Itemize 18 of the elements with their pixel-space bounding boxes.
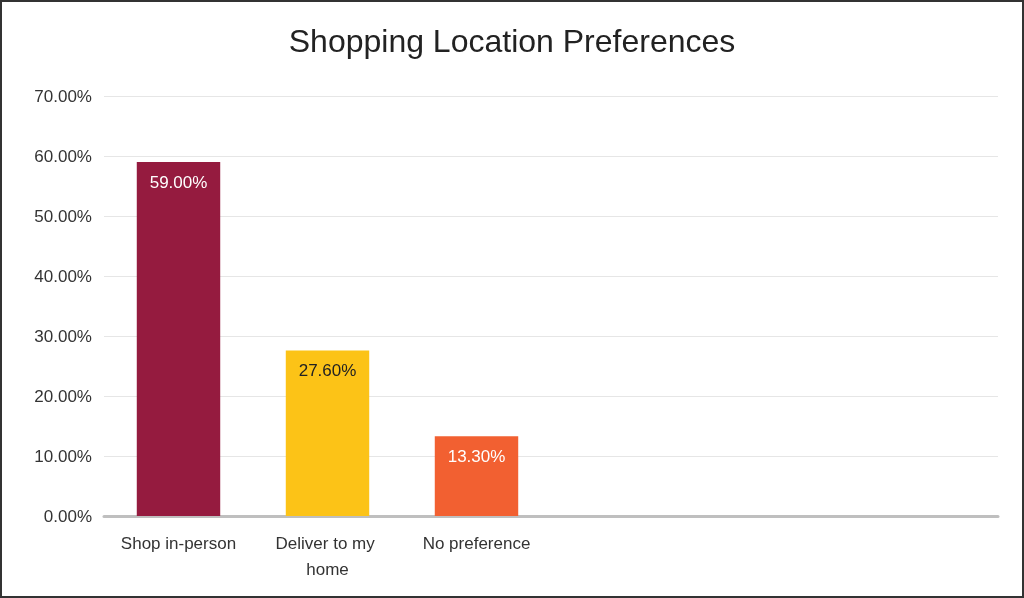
y-tick-label: 30.00% [34, 326, 92, 346]
y-tick-label: 40.00% [34, 266, 92, 286]
bar [285, 350, 370, 516]
data-label: 59.00% [149, 173, 208, 192]
y-tick-label: 10.00% [34, 446, 92, 466]
y-tick-label: 20.00% [34, 386, 92, 406]
bar [136, 162, 221, 516]
data-label: 27.60% [298, 361, 357, 381]
bar [434, 436, 519, 516]
y-tick-label: 0.00% [43, 506, 92, 526]
x-tick-label: Shop in-person [120, 533, 237, 553]
x-tick-label: No preference [422, 533, 531, 553]
y-tick-label: 60.00% [34, 146, 92, 166]
chart-title: Shopping Location Preferences [288, 23, 736, 59]
y-tick-label: 70.00% [34, 86, 92, 106]
x-tick-label: Deliver to my home [275, 533, 380, 579]
data-label: 13.30% [447, 447, 506, 467]
y-tick-label: 50.00% [34, 206, 92, 226]
